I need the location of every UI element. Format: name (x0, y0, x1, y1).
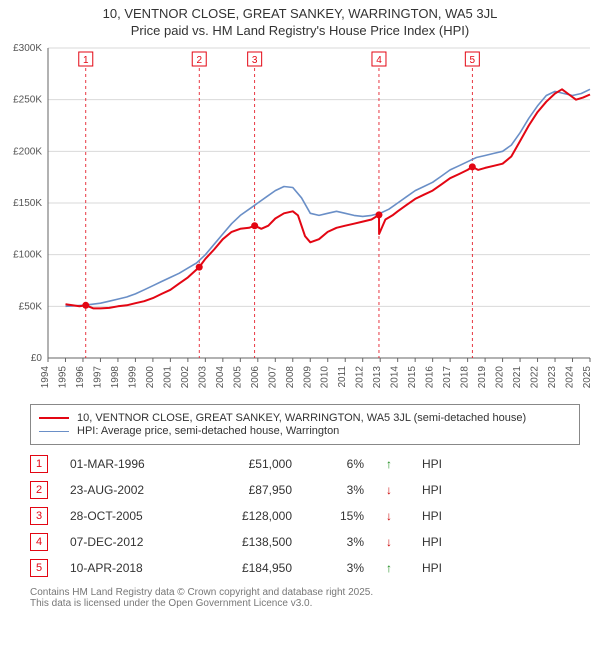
svg-text:2008: 2008 (285, 366, 296, 389)
svg-text:5: 5 (470, 55, 476, 66)
table-row: 4 07-DEC-2012 £138,500 3% ↓ HPI (30, 529, 580, 555)
svg-text:2: 2 (196, 55, 202, 66)
sale-date: 10-APR-2018 (70, 561, 190, 575)
table-row: 1 01-MAR-1996 £51,000 6% ↑ HPI (30, 451, 580, 477)
svg-text:2014: 2014 (390, 366, 401, 389)
title-line-2: Price paid vs. HM Land Registry's House … (0, 23, 600, 38)
footer-line-1: Contains HM Land Registry data © Crown c… (30, 587, 580, 598)
svg-text:2009: 2009 (302, 366, 313, 389)
svg-text:2020: 2020 (495, 366, 506, 389)
sale-price: £87,950 (212, 483, 292, 497)
sale-pct: 6% (314, 457, 364, 471)
sale-hpi-label: HPI (422, 561, 452, 575)
sale-pct: 3% (314, 535, 364, 549)
svg-text:1998: 1998 (110, 366, 121, 389)
sale-marker-box: 1 (30, 455, 48, 473)
svg-text:£100K: £100K (13, 250, 42, 261)
footer-line-2: This data is licensed under the Open Gov… (30, 598, 580, 609)
svg-text:1999: 1999 (127, 366, 138, 389)
sale-date: 01-MAR-1996 (70, 457, 190, 471)
svg-text:1997: 1997 (92, 366, 103, 389)
arrow-up-icon: ↑ (386, 457, 400, 471)
svg-text:2005: 2005 (232, 366, 243, 389)
sale-price: £184,950 (212, 561, 292, 575)
svg-text:£300K: £300K (13, 43, 42, 54)
legend-swatch (39, 417, 69, 419)
svg-text:2003: 2003 (197, 366, 208, 389)
sale-date: 07-DEC-2012 (70, 535, 190, 549)
chart-svg: £0 £50K £100K £150K £200K £250K £300K 1994 1995 1… (0, 38, 600, 398)
legend-swatch (39, 431, 69, 432)
svg-text:1: 1 (83, 55, 89, 66)
legend-label: 10, VENTNOR CLOSE, GREAT SANKEY, WARRING… (77, 412, 526, 424)
sale-pct: 15% (314, 509, 364, 523)
legend-label: HPI: Average price, semi-detached house,… (77, 425, 339, 437)
svg-text:£250K: £250K (13, 95, 42, 106)
sale-date: 28-OCT-2005 (70, 509, 190, 523)
svg-text:£200K: £200K (13, 146, 42, 157)
title-block: 10, VENTNOR CLOSE, GREAT SANKEY, WARRING… (0, 0, 600, 38)
svg-text:1994: 1994 (40, 366, 51, 389)
table-row: 5 10-APR-2018 £184,950 3% ↑ HPI (30, 555, 580, 581)
sale-marker-box: 4 (30, 533, 48, 551)
sale-hpi-label: HPI (422, 535, 452, 549)
svg-text:2011: 2011 (337, 366, 348, 388)
legend-row: HPI: Average price, semi-detached house,… (39, 425, 571, 437)
footer: Contains HM Land Registry data © Crown c… (30, 587, 580, 609)
svg-text:£150K: £150K (13, 198, 42, 209)
table-row: 3 28-OCT-2005 £128,000 15% ↓ HPI (30, 503, 580, 529)
svg-text:2017: 2017 (442, 366, 453, 389)
sale-price: £128,000 (212, 509, 292, 523)
svg-text:2012: 2012 (355, 366, 366, 389)
legend: 10, VENTNOR CLOSE, GREAT SANKEY, WARRING… (30, 404, 580, 445)
sale-price: £138,500 (212, 535, 292, 549)
page: 10, VENTNOR CLOSE, GREAT SANKEY, WARRING… (0, 0, 600, 609)
sale-hpi-label: HPI (422, 509, 452, 523)
title-line-1: 10, VENTNOR CLOSE, GREAT SANKEY, WARRING… (0, 6, 600, 21)
sale-marker-box: 2 (30, 481, 48, 499)
svg-text:2006: 2006 (250, 366, 261, 389)
svg-text:£0: £0 (31, 353, 43, 364)
svg-text:2004: 2004 (215, 366, 226, 389)
svg-text:2000: 2000 (145, 366, 156, 389)
svg-text:2025: 2025 (582, 366, 593, 389)
svg-text:4: 4 (376, 55, 382, 66)
arrow-down-icon: ↓ (386, 483, 400, 497)
arrow-up-icon: ↑ (386, 561, 400, 575)
sale-pct: 3% (314, 561, 364, 575)
svg-text:2015: 2015 (407, 366, 418, 389)
svg-text:£50K: £50K (19, 301, 43, 312)
legend-row: 10, VENTNOR CLOSE, GREAT SANKEY, WARRING… (39, 412, 571, 424)
chart: £0 £50K £100K £150K £200K £250K £300K 1994 1995 1… (0, 38, 600, 398)
svg-text:2016: 2016 (425, 366, 436, 389)
svg-text:2001: 2001 (162, 366, 173, 389)
sale-date: 23-AUG-2002 (70, 483, 190, 497)
table-row: 2 23-AUG-2002 £87,950 3% ↓ HPI (30, 477, 580, 503)
svg-text:2013: 2013 (372, 366, 383, 389)
sale-hpi-label: HPI (422, 457, 452, 471)
svg-text:1995: 1995 (57, 366, 68, 389)
svg-text:2002: 2002 (180, 366, 191, 389)
sale-price: £51,000 (212, 457, 292, 471)
svg-text:2023: 2023 (547, 366, 558, 389)
svg-text:2021: 2021 (512, 366, 523, 389)
arrow-down-icon: ↓ (386, 535, 400, 549)
svg-text:2024: 2024 (565, 366, 576, 389)
sale-marker-box: 5 (30, 559, 48, 577)
svg-text:2010: 2010 (320, 366, 331, 389)
svg-text:3: 3 (252, 55, 258, 66)
svg-text:2007: 2007 (267, 366, 278, 389)
sale-pct: 3% (314, 483, 364, 497)
svg-text:2022: 2022 (530, 366, 541, 389)
arrow-down-icon: ↓ (386, 509, 400, 523)
svg-text:2018: 2018 (460, 366, 471, 389)
svg-text:1996: 1996 (75, 366, 86, 389)
sale-marker-box: 3 (30, 507, 48, 525)
svg-text:2019: 2019 (477, 366, 488, 389)
sales-table: 1 01-MAR-1996 £51,000 6% ↑ HPI 2 23-AUG-2002 £87… (30, 451, 580, 581)
sale-hpi-label: HPI (422, 483, 452, 497)
